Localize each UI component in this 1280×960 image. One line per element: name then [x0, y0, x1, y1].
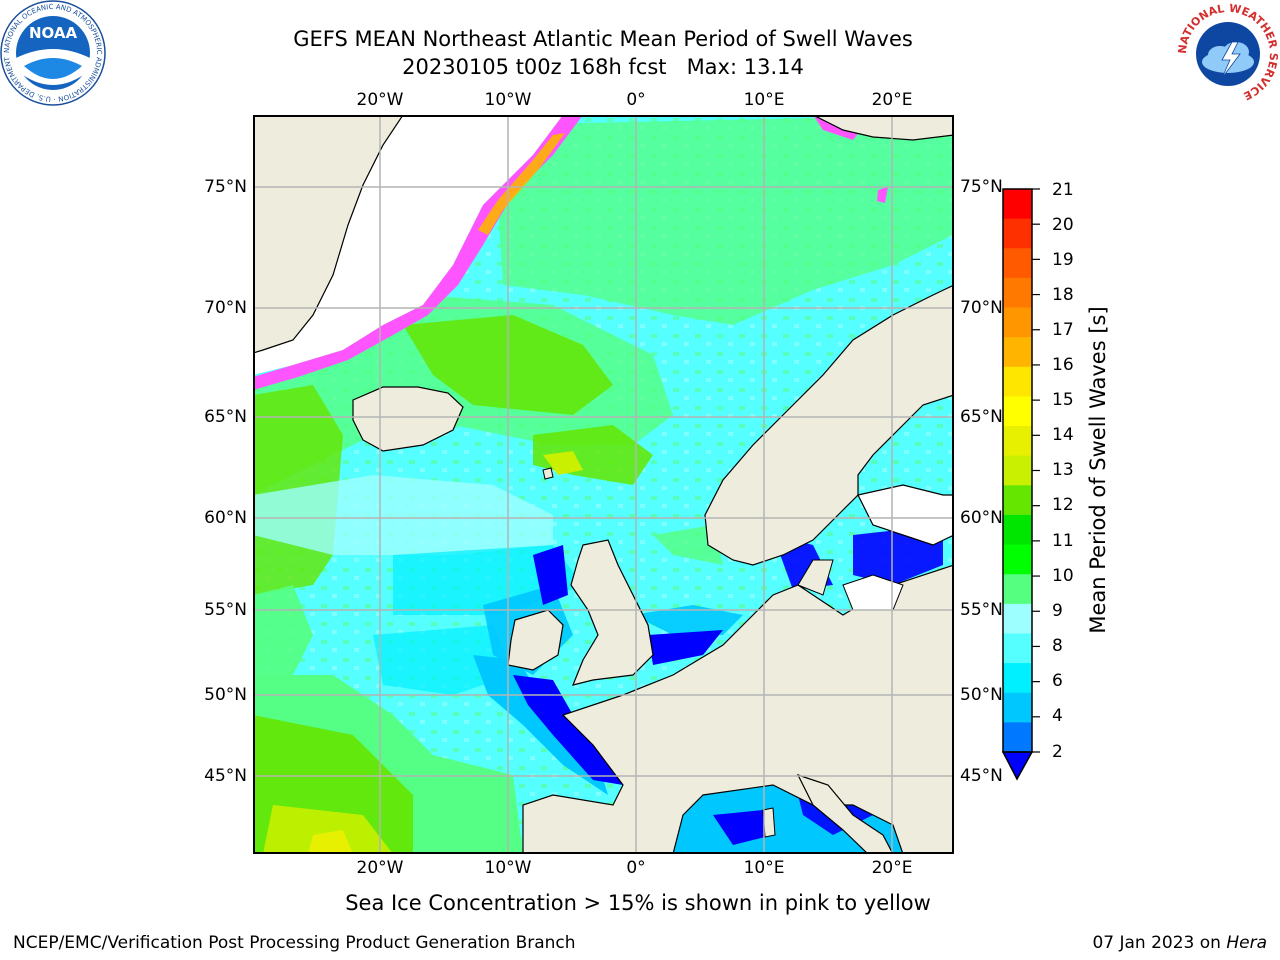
- colorbar-segment: [1003, 248, 1032, 279]
- colorbar-segment: [1003, 663, 1032, 694]
- colorbar-segment: [1003, 426, 1032, 457]
- lon-label-bottom-10e: 10°E: [743, 858, 785, 878]
- lat-label-left-50n: 50°N: [204, 685, 247, 705]
- noaa-logo-text: NOAA: [29, 24, 78, 42]
- lat-label-left-75n: 75°N: [204, 177, 247, 197]
- footer-date: 07 Jan 2023 on Hera: [1092, 933, 1267, 953]
- colorbar-tick-4: 4: [1052, 706, 1063, 726]
- colorbar-title: Mean Period of Swell Waves [s]: [1086, 306, 1110, 634]
- lat-label-right-75n: 75°N: [960, 177, 1003, 197]
- land-greenland: [253, 115, 404, 354]
- lat-label-right-65n: 65°N: [960, 407, 1003, 427]
- land-great-britain: [570, 539, 654, 686]
- map-frame: [253, 115, 954, 854]
- lon-label-top-20e: 20°E: [871, 90, 913, 110]
- colorbar-segment: [1003, 603, 1032, 634]
- colorbar-tick-2: 2: [1052, 742, 1063, 762]
- colorbar-tick-18: 18: [1052, 285, 1074, 305]
- lat-label-right-70n: 70°N: [960, 298, 1003, 318]
- colorbar-tick-11: 11: [1052, 531, 1074, 551]
- lat-label-left-55n: 55°N: [204, 600, 247, 620]
- lon-label-top-10e: 10°E: [743, 90, 785, 110]
- swell-period-map: [253, 115, 954, 854]
- lon-label-top-0: 0°: [626, 90, 646, 110]
- lon-label-top-20w: 20°W: [356, 90, 404, 110]
- colorbar-segment: [1003, 722, 1032, 753]
- colorbar-segment: [1003, 514, 1032, 546]
- colorbar-tick-19: 19: [1052, 250, 1074, 270]
- lat-label-right-45n: 45°N: [960, 766, 1003, 786]
- colorbar-segment: [1003, 218, 1032, 249]
- land-svalbard: [812, 115, 954, 141]
- colorbar-segment: [1003, 366, 1032, 397]
- lon-label-bottom-20e: 20°E: [871, 858, 913, 878]
- graticule: [253, 115, 954, 854]
- lon-label-bottom-10w: 10°W: [484, 858, 532, 878]
- footer-producer: NCEP/EMC/Verification Post Processing Pr…: [13, 933, 576, 953]
- lat-label-right-60n: 60°N: [960, 508, 1003, 528]
- colorbar-segment: [1003, 189, 1032, 220]
- lon-label-bottom-0: 0°: [626, 858, 646, 878]
- plot-title-line2: 20230105 t00z 168h fcst Max: 13.14: [402, 55, 804, 79]
- lat-label-left-45n: 45°N: [204, 766, 247, 786]
- colorbar: [1001, 188, 1040, 781]
- land-italy: [796, 773, 894, 854]
- land-continental-europe: [522, 564, 954, 854]
- sea-ice-note: Sea Ice Concentration > 15% is shown in …: [345, 891, 931, 915]
- colorbar-segment: [1003, 633, 1032, 664]
- colorbar-segment: [1003, 337, 1032, 368]
- colorbar-tick-17: 17: [1052, 320, 1074, 340]
- colorbar-tick-13: 13: [1052, 460, 1074, 480]
- plot-title-line1: GEFS MEAN Northeast Atlantic Mean Period…: [293, 27, 913, 51]
- footer-machine: Hera: [1226, 933, 1267, 953]
- colorbar-tick-9: 9: [1052, 601, 1063, 621]
- colorbar-tick-8: 8: [1052, 636, 1063, 656]
- colorbar-under-triangle: [1001, 751, 1034, 781]
- lat-label-left-65n: 65°N: [204, 407, 247, 427]
- colorbar-tick-14: 14: [1052, 425, 1074, 445]
- lat-label-right-55n: 55°N: [960, 600, 1003, 620]
- lon-label-top-10w: 10°W: [484, 90, 532, 110]
- colorbar-tick-15: 15: [1052, 390, 1074, 410]
- colorbar-segment: [1003, 485, 1032, 516]
- nws-logo: NATIONAL WEATHER SERVICE: [1176, 2, 1280, 104]
- lat-label-left-70n: 70°N: [204, 298, 247, 318]
- colorbar-tick-20: 20: [1052, 215, 1074, 235]
- colorbar-tick-16: 16: [1052, 355, 1074, 375]
- colorbar-segment: [1003, 455, 1032, 486]
- colorbar-segment: [1003, 574, 1032, 605]
- colorbar-tick-12: 12: [1052, 495, 1074, 515]
- lat-label-right-50n: 50°N: [960, 685, 1003, 705]
- lat-label-left-60n: 60°N: [204, 508, 247, 528]
- colorbar-tick-6: 6: [1052, 671, 1063, 691]
- colorbar-tick-10: 10: [1052, 566, 1074, 586]
- colorbar-segment: [1003, 307, 1032, 338]
- colorbar-segment: [1003, 692, 1032, 723]
- colorbar-segment: [1003, 396, 1032, 427]
- colorbar-tick-21: 21: [1052, 180, 1074, 200]
- colorbar-segment: [1003, 277, 1032, 309]
- noaa-logo: NATIONAL OCEANIC AND ATMOSPHERIC ADMINIS…: [0, 0, 106, 106]
- lon-label-bottom-20w: 20°W: [356, 858, 404, 878]
- land-ireland: [507, 609, 564, 671]
- colorbar-segment: [1003, 544, 1032, 575]
- footer-date-text: 07 Jan 2023 on: [1092, 933, 1221, 953]
